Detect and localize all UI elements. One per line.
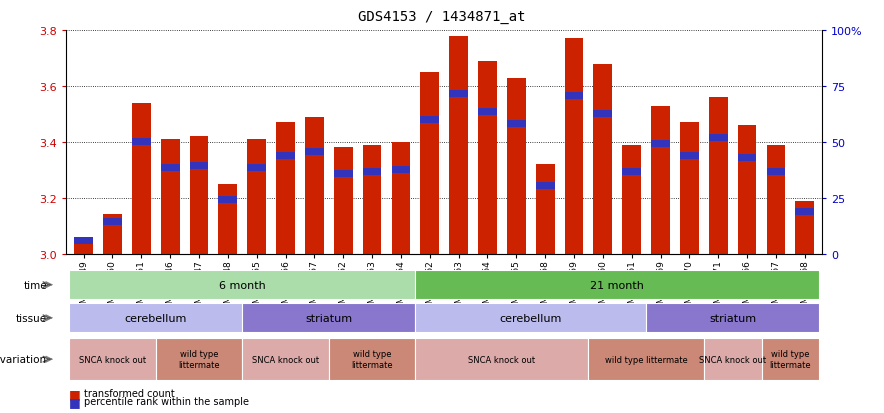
Text: 6 month: 6 month	[219, 280, 266, 290]
Text: striatum: striatum	[305, 313, 353, 323]
Bar	[161, 165, 179, 172]
Text: cerebellum: cerebellum	[499, 313, 562, 323]
Bar	[507, 78, 526, 254]
Bar	[680, 123, 698, 254]
Bar	[305, 117, 324, 254]
Bar	[478, 109, 497, 116]
Bar	[276, 153, 295, 160]
Bar	[248, 165, 266, 172]
Bar	[103, 215, 122, 254]
Bar	[362, 145, 382, 254]
Bar	[392, 167, 410, 174]
Bar	[103, 219, 122, 226]
Text: SNCA knock out: SNCA knock out	[699, 355, 766, 364]
Bar	[74, 240, 93, 254]
Text: transformed count: transformed count	[84, 388, 175, 398]
Text: wild type littermate: wild type littermate	[605, 355, 688, 364]
Bar	[652, 106, 670, 254]
Bar	[190, 163, 209, 170]
Bar	[392, 142, 410, 254]
Text: GDS4153 / 1434871_at: GDS4153 / 1434871_at	[358, 10, 526, 24]
Bar	[766, 145, 785, 254]
Bar	[652, 141, 670, 147]
Bar	[305, 149, 324, 156]
Text: SNCA knock out: SNCA knock out	[252, 355, 319, 364]
Bar	[709, 98, 728, 254]
Text: wild type
littermate: wild type littermate	[351, 350, 392, 369]
Bar	[362, 169, 382, 176]
Bar	[334, 148, 353, 254]
Bar	[536, 183, 554, 190]
Bar	[248, 140, 266, 254]
Bar	[622, 169, 641, 176]
Text: ■: ■	[69, 387, 80, 400]
Bar	[334, 171, 353, 178]
Bar	[190, 137, 209, 254]
Text: wild type
littermate: wild type littermate	[179, 350, 220, 369]
Bar	[565, 39, 583, 254]
Bar	[218, 197, 237, 204]
Bar	[74, 237, 93, 244]
Bar	[593, 64, 613, 254]
Bar	[449, 37, 468, 254]
Bar	[796, 201, 814, 254]
Bar	[680, 153, 698, 160]
Bar	[161, 140, 179, 254]
Bar	[766, 169, 785, 176]
Bar	[218, 184, 237, 254]
Text: percentile rank within the sample: percentile rank within the sample	[84, 396, 249, 406]
Bar	[507, 121, 526, 128]
Text: SNCA knock out: SNCA knock out	[469, 355, 536, 364]
Bar	[132, 104, 150, 254]
Bar	[276, 123, 295, 254]
Bar	[709, 135, 728, 142]
Bar	[565, 93, 583, 100]
Text: time: time	[23, 280, 47, 290]
Text: SNCA knock out: SNCA knock out	[79, 355, 146, 364]
Bar	[421, 116, 439, 123]
Text: wild type
littermate: wild type littermate	[770, 350, 812, 369]
Bar	[738, 155, 757, 161]
Text: cerebellum: cerebellum	[125, 313, 187, 323]
Bar	[421, 73, 439, 254]
Bar	[132, 139, 150, 146]
Bar	[622, 145, 641, 254]
Bar	[796, 209, 814, 216]
Bar	[593, 111, 613, 118]
Text: genotype/variation: genotype/variation	[0, 354, 47, 364]
Bar	[738, 126, 757, 254]
Text: 21 month: 21 month	[591, 280, 644, 290]
Bar	[449, 90, 468, 97]
Bar	[478, 62, 497, 254]
Bar	[536, 165, 554, 254]
Text: ■: ■	[69, 395, 80, 408]
Text: striatum: striatum	[709, 313, 756, 323]
Text: tissue: tissue	[16, 313, 47, 323]
